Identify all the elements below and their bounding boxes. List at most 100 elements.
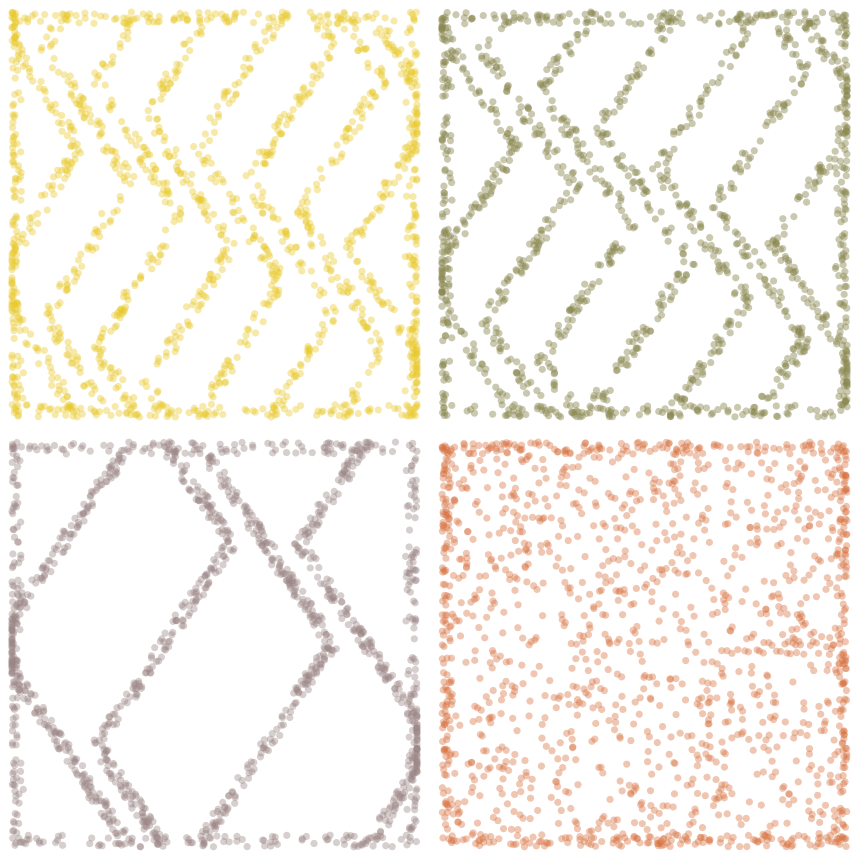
data-point bbox=[633, 834, 641, 843]
data-point bbox=[836, 535, 844, 543]
data-point bbox=[689, 208, 698, 216]
data-point bbox=[734, 321, 743, 329]
data-point bbox=[769, 109, 777, 117]
data-point bbox=[841, 572, 849, 581]
data-point bbox=[91, 739, 99, 747]
data-point bbox=[555, 412, 563, 420]
data-point bbox=[95, 797, 103, 805]
data-point bbox=[306, 88, 314, 96]
data-point bbox=[540, 353, 549, 362]
data-point bbox=[738, 40, 746, 48]
data-point bbox=[169, 617, 177, 625]
data-point bbox=[843, 347, 851, 355]
data-point bbox=[412, 379, 420, 387]
data-point bbox=[442, 554, 450, 562]
data-point bbox=[292, 405, 300, 414]
data-point bbox=[258, 253, 267, 261]
data-point bbox=[446, 174, 454, 182]
data-point bbox=[35, 407, 43, 415]
data-point bbox=[367, 442, 375, 451]
data-point bbox=[401, 153, 409, 162]
data-point bbox=[113, 458, 121, 466]
data-point bbox=[316, 165, 324, 173]
data-point bbox=[438, 30, 446, 39]
data-point bbox=[579, 155, 587, 163]
data-point bbox=[835, 332, 844, 340]
data-point bbox=[840, 523, 848, 531]
data-point bbox=[24, 698, 32, 706]
data-point bbox=[515, 376, 523, 384]
data-point bbox=[8, 250, 16, 258]
data-point bbox=[404, 226, 412, 234]
data-point bbox=[508, 403, 517, 411]
data-point bbox=[462, 346, 470, 354]
data-point bbox=[542, 80, 550, 88]
data-point bbox=[251, 197, 259, 205]
data-point bbox=[840, 616, 848, 624]
data-point bbox=[793, 342, 801, 350]
data-point bbox=[209, 458, 217, 466]
data-point bbox=[366, 636, 374, 644]
data-point bbox=[439, 389, 447, 398]
data-point bbox=[232, 90, 240, 98]
data-point bbox=[76, 97, 84, 106]
data-point bbox=[364, 837, 372, 845]
data-point bbox=[522, 262, 530, 270]
data-point bbox=[221, 378, 230, 386]
data-point bbox=[276, 264, 284, 272]
data-point bbox=[310, 621, 318, 629]
data-point bbox=[35, 360, 43, 368]
data-point bbox=[10, 38, 19, 46]
data-point bbox=[797, 80, 805, 88]
data-point bbox=[839, 679, 847, 688]
data-point bbox=[353, 395, 361, 403]
data-point bbox=[54, 405, 62, 414]
data-point bbox=[842, 26, 850, 34]
data-point bbox=[181, 54, 190, 62]
data-point bbox=[198, 196, 206, 204]
data-point bbox=[288, 578, 296, 586]
data-point bbox=[738, 41, 746, 49]
data-point bbox=[442, 542, 450, 551]
data-point bbox=[785, 12, 794, 20]
data-point bbox=[446, 35, 454, 43]
data-point bbox=[136, 843, 144, 851]
data-point bbox=[391, 404, 399, 413]
data-point bbox=[8, 658, 16, 666]
data-point bbox=[325, 32, 333, 40]
data-point bbox=[406, 280, 414, 288]
data-point bbox=[219, 410, 227, 419]
data-point bbox=[60, 387, 68, 395]
data-point bbox=[47, 25, 56, 33]
data-point bbox=[774, 412, 782, 421]
data-point bbox=[841, 638, 849, 646]
data-point bbox=[324, 644, 332, 652]
data-point bbox=[739, 411, 747, 419]
data-point bbox=[151, 173, 159, 182]
data-point bbox=[271, 737, 279, 745]
data-point bbox=[409, 690, 418, 698]
data-point bbox=[171, 348, 179, 356]
data-point bbox=[438, 25, 446, 34]
data-point bbox=[637, 20, 645, 28]
data-point bbox=[843, 373, 851, 382]
data-point bbox=[843, 351, 851, 359]
data-point bbox=[561, 446, 569, 454]
data-point bbox=[120, 792, 128, 800]
data-point bbox=[103, 406, 111, 415]
data-point bbox=[161, 833, 170, 841]
data-point bbox=[806, 841, 814, 849]
data-point bbox=[111, 402, 119, 411]
data-point bbox=[23, 604, 31, 612]
data-point bbox=[116, 314, 124, 322]
data-point bbox=[224, 488, 232, 496]
data-point bbox=[186, 36, 194, 44]
data-point bbox=[40, 572, 49, 580]
data-point bbox=[504, 277, 512, 285]
data-point bbox=[15, 559, 23, 567]
data-point bbox=[14, 538, 22, 546]
data-point bbox=[292, 699, 300, 707]
data-point bbox=[95, 354, 103, 363]
data-point bbox=[372, 329, 380, 337]
data-point bbox=[92, 793, 100, 801]
